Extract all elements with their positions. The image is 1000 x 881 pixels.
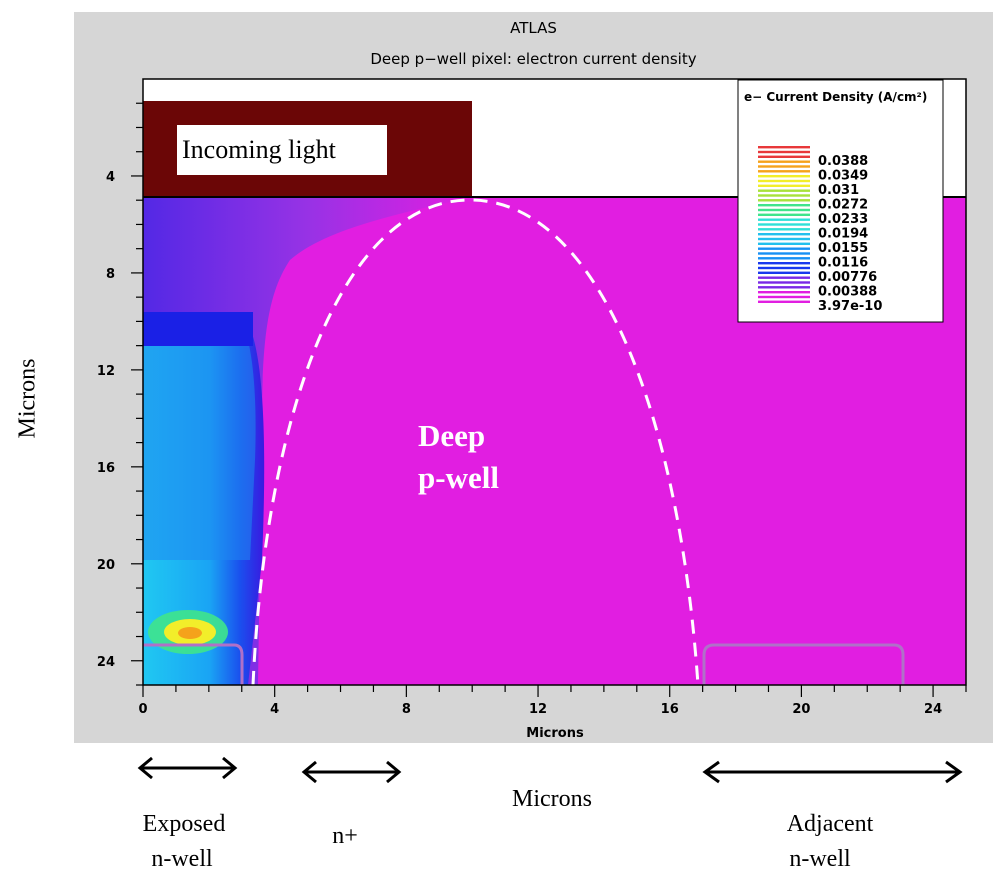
exposed-nwell-outline — [143, 643, 244, 685]
legend-swatch — [758, 170, 810, 173]
x-tick-label: 16 — [661, 702, 679, 717]
plot-frame — [142, 78, 967, 686]
exposed-label-line1: Exposed — [142, 811, 226, 837]
legend-label: 0.0349 — [818, 169, 868, 184]
legend-swatch — [758, 286, 810, 289]
legend-swatch — [758, 223, 810, 226]
legend-label: 3.97e-10 — [818, 299, 882, 314]
legend-swatch — [758, 233, 810, 236]
arrow-exposed-nwell — [137, 756, 238, 780]
outer-y-label: Microns — [14, 358, 41, 439]
incoming-light-label: Incoming light — [182, 135, 337, 164]
y-tick-label: 12 — [97, 364, 115, 379]
legend-label: 0.0194 — [818, 227, 868, 242]
x-axis-label: Microns — [526, 726, 584, 741]
adjacent-label-line2: n-well — [789, 846, 851, 872]
legend: e− Current Density (A/cm²) 0.03880.03490… — [737, 79, 944, 323]
deep-pwell-label-line2: p-well — [418, 460, 499, 495]
legend-swatch — [758, 184, 810, 187]
x-tick-label: 8 — [402, 702, 411, 717]
legend-swatch — [758, 194, 810, 197]
legend-swatch — [758, 150, 810, 154]
legend-swatch — [758, 295, 810, 299]
legend-swatch — [758, 291, 810, 294]
legend-swatch — [758, 179, 810, 183]
legend-label: 0.00776 — [818, 270, 877, 285]
x-tick-label: 0 — [138, 702, 147, 717]
nplus-label: n+ — [332, 823, 358, 849]
legend-swatch — [758, 257, 810, 260]
legend-swatch — [758, 204, 810, 207]
hotspot-inner — [178, 627, 202, 639]
legend-swatch — [758, 155, 810, 158]
legend-swatch — [758, 247, 810, 250]
app-title: ATLAS — [510, 19, 557, 37]
legend-swatch — [758, 218, 810, 221]
legend-swatch — [758, 175, 810, 178]
legend-swatch — [758, 165, 810, 168]
legend-swatch — [758, 242, 810, 245]
legend-swatch — [758, 266, 810, 270]
legend-swatch — [758, 276, 810, 279]
x-tick-label: 24 — [924, 702, 942, 717]
legend-label: 0.00388 — [818, 285, 877, 300]
legend-swatch — [758, 208, 810, 212]
y-tick-label: 16 — [97, 461, 115, 476]
x-tick-label: 12 — [529, 702, 547, 717]
outer-x-label: Microns — [512, 786, 592, 812]
y-tick-label: 4 — [106, 170, 115, 185]
legend-swatch — [758, 271, 810, 274]
y-axis: 4 8 12 16 20 24 — [97, 102, 143, 686]
exposed-label-line2: n-well — [151, 846, 213, 872]
incoming-light-label-bg — [177, 125, 387, 175]
y-tick-label: 8 — [106, 267, 115, 282]
legend-label: 0.0233 — [818, 212, 868, 227]
depletion-boundary — [251, 198, 700, 686]
legend-swatch — [758, 213, 810, 216]
legend-swatch — [758, 237, 810, 241]
legend-swatch — [758, 160, 810, 163]
arrow-adjacent-nwell — [702, 760, 963, 784]
adjacent-nwell-outline — [702, 643, 905, 685]
legend-swatch — [758, 228, 810, 231]
legend-label: 0.0155 — [818, 241, 868, 256]
legend-swatch — [758, 281, 810, 284]
legend-label: 0.031 — [818, 183, 859, 198]
legend-swatch — [758, 300, 810, 303]
current-column-mid — [143, 312, 256, 560]
plot-title: Deep p−well pixel: electron current dens… — [370, 50, 697, 68]
current-column-top — [143, 312, 253, 346]
deep-pwell-label-line1: Deep — [418, 418, 485, 453]
legend-label: 0.0388 — [818, 154, 868, 169]
legend-swatch — [758, 252, 810, 255]
y-tick-label: 20 — [97, 558, 115, 573]
x-tick-label: 20 — [792, 702, 810, 717]
arrow-nplus — [301, 760, 402, 784]
x-tick-label: 4 — [270, 702, 279, 717]
adjacent-label-line1: Adjacent — [786, 811, 874, 837]
legend-label: 0.0116 — [818, 256, 868, 271]
legend-label: 0.0272 — [818, 198, 868, 213]
x-axis: 0 4 8 12 16 20 24 — [138, 685, 967, 717]
y-tick-label: 24 — [97, 655, 115, 670]
legend-swatch — [758, 199, 810, 202]
legend-swatch — [758, 262, 810, 265]
legend-title: e− Current Density (A/cm²) — [744, 90, 927, 104]
legend-swatch — [758, 146, 810, 149]
legend-swatch — [758, 189, 810, 192]
